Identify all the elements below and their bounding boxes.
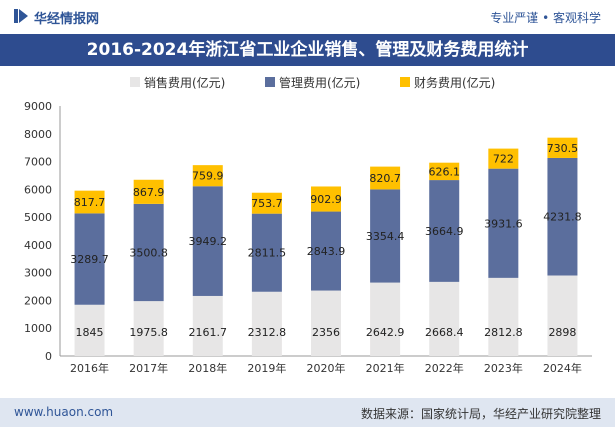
bar-3 (429, 162, 460, 181)
bar-1 (192, 295, 223, 356)
data-label: 867.9 (133, 186, 165, 199)
data-label: 2356 (312, 326, 340, 339)
bar-1 (311, 290, 341, 356)
bar-3 (488, 148, 519, 169)
data-source-note: 数据来源：国家统计局，华经产业研究院整理 (360, 407, 601, 421)
data-label: 2812.8 (484, 326, 523, 339)
brand-slogan: 专业严谨 • 客观科学 (490, 11, 601, 25)
legend-label-1: 销售费用(亿元) (144, 75, 225, 90)
x-tick-label: 2024年 (543, 361, 582, 375)
bar-2 (311, 211, 341, 291)
y-tick-label: 2000 (24, 294, 52, 307)
bar-3 (547, 137, 578, 158)
data-label: 2642.9 (366, 326, 405, 339)
legend-swatch-1 (130, 77, 140, 87)
bar-1 (74, 304, 105, 356)
data-label: 2843.9 (307, 245, 346, 258)
y-tick-label: 4000 (24, 239, 52, 252)
bar-3 (133, 179, 164, 204)
bar-2 (192, 186, 223, 296)
bar-2 (370, 189, 401, 283)
bar-2 (74, 213, 105, 305)
data-label: 722 (493, 153, 514, 166)
data-label: 3354.4 (366, 230, 405, 243)
bar-1 (547, 275, 578, 356)
data-label: 3289.7 (70, 253, 109, 266)
x-tick-label: 2019年 (247, 361, 286, 375)
data-label: 1975.8 (129, 326, 168, 339)
data-label: 753.7 (251, 197, 283, 210)
data-label: 3664.9 (425, 225, 464, 238)
bar-1 (429, 281, 460, 356)
bar-2 (429, 180, 460, 282)
x-tick-label: 2020年 (307, 361, 346, 375)
data-label: 759.9 (192, 170, 224, 183)
legend-swatch-2 (265, 77, 275, 87)
data-label: 626.1 (428, 165, 460, 178)
bar-2 (133, 203, 164, 302)
legend-swatch-3 (400, 77, 410, 87)
x-tick-label: 2016年 (70, 361, 109, 375)
data-label: 1845 (76, 326, 104, 339)
data-label: 820.7 (369, 172, 401, 185)
data-label: 2898 (548, 326, 576, 339)
header-bar: 华经情报网 专业严谨 • 客观科学 (0, 0, 615, 34)
data-label: 2811.5 (248, 247, 287, 260)
bar-2 (251, 213, 282, 292)
y-tick-label: 1000 (24, 322, 52, 335)
y-tick-label: 7000 (24, 156, 52, 169)
data-label: 2161.7 (189, 326, 228, 339)
y-tick-label: 8000 (24, 128, 52, 141)
data-label: 902.9 (310, 193, 342, 206)
legend-label-2: 管理费用(亿元) (279, 75, 360, 90)
brand-name: 华经情报网 (34, 12, 100, 27)
data-label: 3931.6 (484, 217, 523, 230)
bar-3 (251, 192, 282, 214)
x-tick-label: 2022年 (425, 361, 464, 375)
bar-1 (488, 277, 519, 356)
data-label: 3500.8 (129, 246, 168, 259)
bar-3 (74, 190, 105, 214)
y-tick-label: 5000 (24, 211, 52, 224)
data-label: 730.5 (547, 142, 579, 155)
bar-2 (488, 168, 519, 278)
bar-1 (133, 301, 164, 356)
bar-1 (370, 282, 401, 356)
brand-logo-icon (14, 9, 28, 23)
footer-bar: www.huaon.com 数据来源：国家统计局，华经产业研究院整理 (0, 398, 615, 427)
bar-3 (311, 186, 341, 212)
data-label: 3949.2 (189, 235, 228, 248)
y-tick-label: 9000 (24, 100, 52, 113)
data-label: 2312.8 (248, 326, 287, 339)
x-tick-label: 2023年 (484, 361, 523, 375)
bar-2 (547, 157, 578, 276)
legend-label-3: 财务费用(亿元) (414, 75, 495, 90)
x-tick-label: 2017年 (129, 361, 168, 375)
bar-1 (251, 291, 282, 356)
x-tick-label: 2018年 (188, 361, 227, 375)
y-tick-label: 6000 (24, 183, 52, 196)
data-label: 2668.4 (425, 326, 464, 339)
stacked-bar-chart: 销售费用(亿元) 管理费用(亿元) 财务费用(亿元) 0 1000 2000 3000 400… (24, 75, 592, 375)
chart-title: 2016-2024年浙江省工业企业销售、管理及财务费用统计 (0, 34, 615, 66)
data-label: 4231.8 (543, 211, 582, 224)
y-tick-label: 3000 (24, 267, 52, 280)
bar-3 (192, 165, 223, 187)
data-label: 817.7 (74, 196, 106, 209)
footer-site-link[interactable]: www.huaon.com (14, 405, 114, 419)
bar-3 (370, 166, 401, 190)
x-tick-label: 2021年 (366, 361, 405, 375)
y-tick-label: 0 (45, 350, 52, 363)
